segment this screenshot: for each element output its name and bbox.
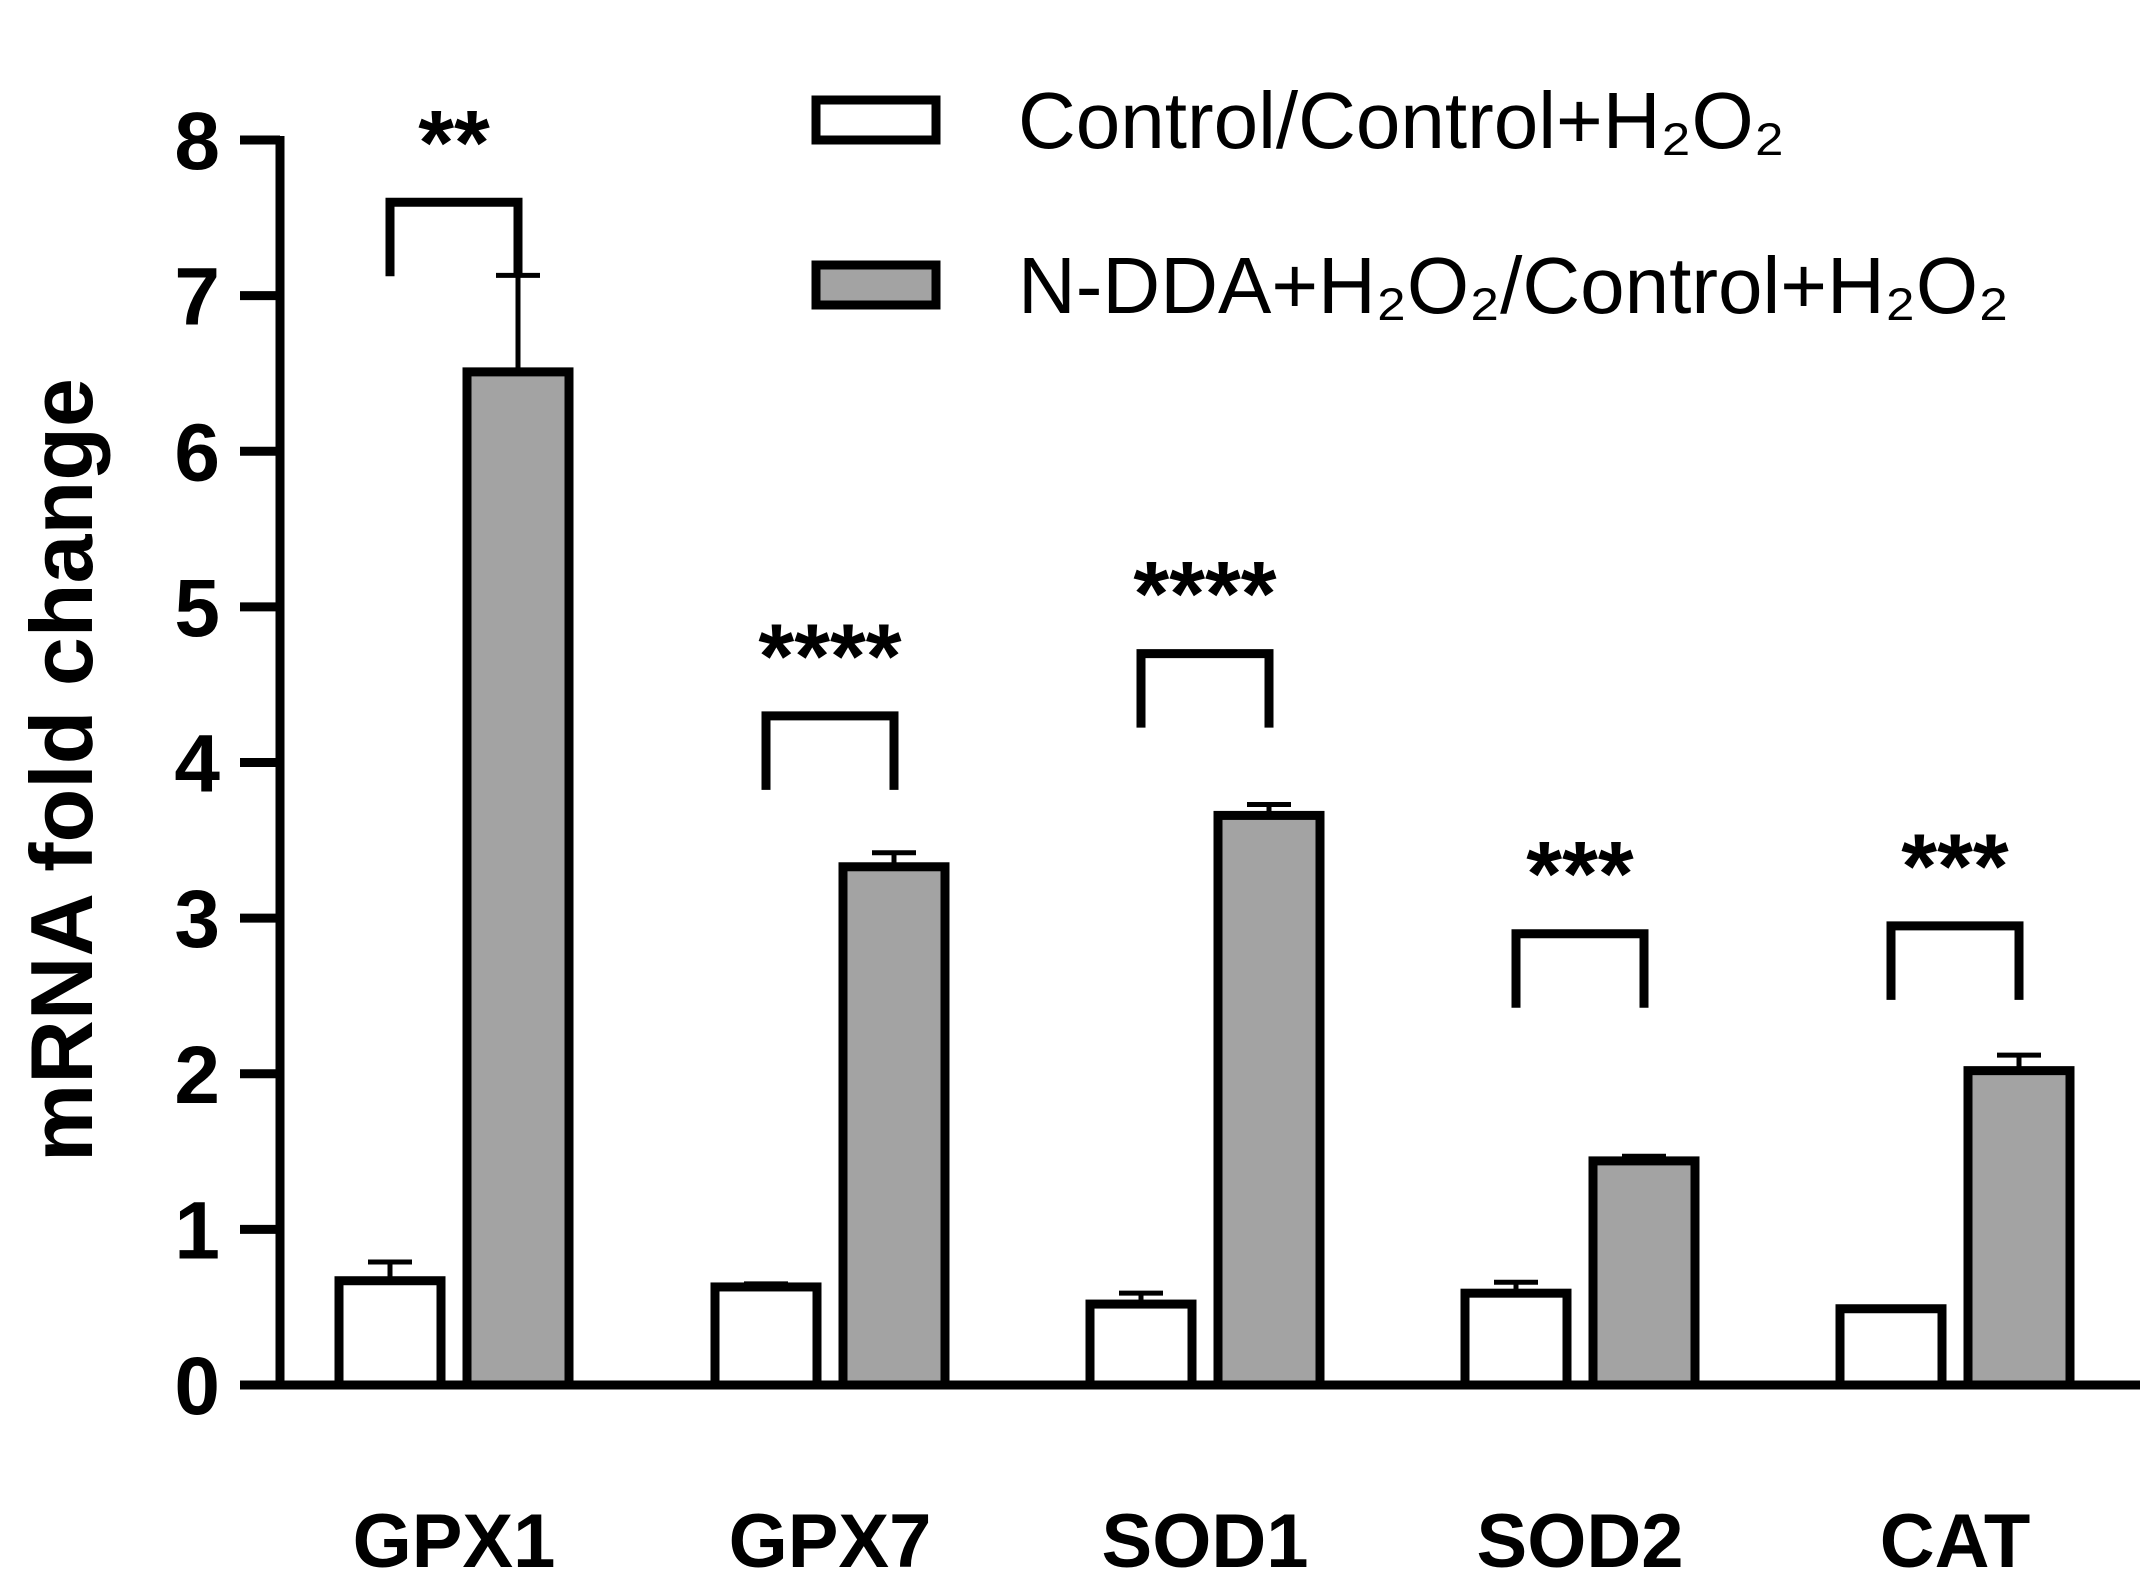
- y-axis: 0 1 2 3 4 5 6 7 8: [174, 96, 2140, 1432]
- x-category-label: GPX1: [353, 1499, 556, 1584]
- bar: [1085, 1299, 1197, 1390]
- y-tick-label: 8: [174, 96, 220, 187]
- y-tick-label: 4: [174, 719, 220, 810]
- significance-annotations: ************* ***: [385, 92, 2024, 1008]
- legend-label: N-DDA+H₂O₂/Control+H₂O₂: [1018, 241, 2009, 330]
- x-category-label: SOD1: [1102, 1499, 1309, 1584]
- bar: [1460, 1288, 1572, 1390]
- significance-label: ****: [758, 606, 901, 708]
- bar: [710, 1282, 822, 1390]
- bar: [462, 367, 574, 1390]
- y-tick-label: 1: [174, 1185, 220, 1276]
- x-category-label: SOD2: [1477, 1499, 1684, 1584]
- bar: [1213, 810, 1325, 1390]
- significance-label: ***: [1526, 824, 1634, 926]
- significance-bracket: [1136, 649, 1274, 728]
- x-category-label: CAT: [1880, 1499, 2031, 1584]
- bar: [838, 862, 950, 1390]
- significance-bracket: [1511, 929, 1649, 1008]
- bar: [334, 1276, 446, 1390]
- bar: [1588, 1156, 1700, 1390]
- bar: [1963, 1066, 2075, 1390]
- y-tick-label: 0: [174, 1341, 220, 1432]
- x-axis-categories: GPX1 GPX7 SOD1 SOD2 CAT: [353, 1499, 2031, 1584]
- y-tick-label: 6: [174, 407, 220, 498]
- y-tick-label: 2: [174, 1030, 220, 1121]
- significance-label: **: [418, 92, 490, 194]
- bar: [1835, 1304, 1947, 1390]
- x-category-label: GPX7: [729, 1499, 932, 1584]
- legend-swatch: [811, 260, 941, 310]
- bar-series: [334, 272, 2075, 1390]
- legend-label: Control/Control+H₂O₂: [1018, 76, 1785, 165]
- legend-swatch: [811, 95, 941, 145]
- y-axis-title: mRNA fold change: [12, 378, 111, 1162]
- significance-label: ***: [1901, 816, 2009, 918]
- legend: Control/Control+H₂O₂ N-DDA+H₂O₂/Control+H…: [811, 76, 2009, 330]
- significance-bracket: [761, 711, 899, 790]
- significance-label: ****: [1133, 544, 1276, 646]
- y-tick-label: 5: [174, 563, 220, 654]
- significance-bracket: [1886, 921, 2024, 1000]
- significance-bracket: [385, 197, 523, 277]
- y-tick-label: 3: [174, 874, 220, 965]
- y-tick-label: 7: [174, 252, 220, 343]
